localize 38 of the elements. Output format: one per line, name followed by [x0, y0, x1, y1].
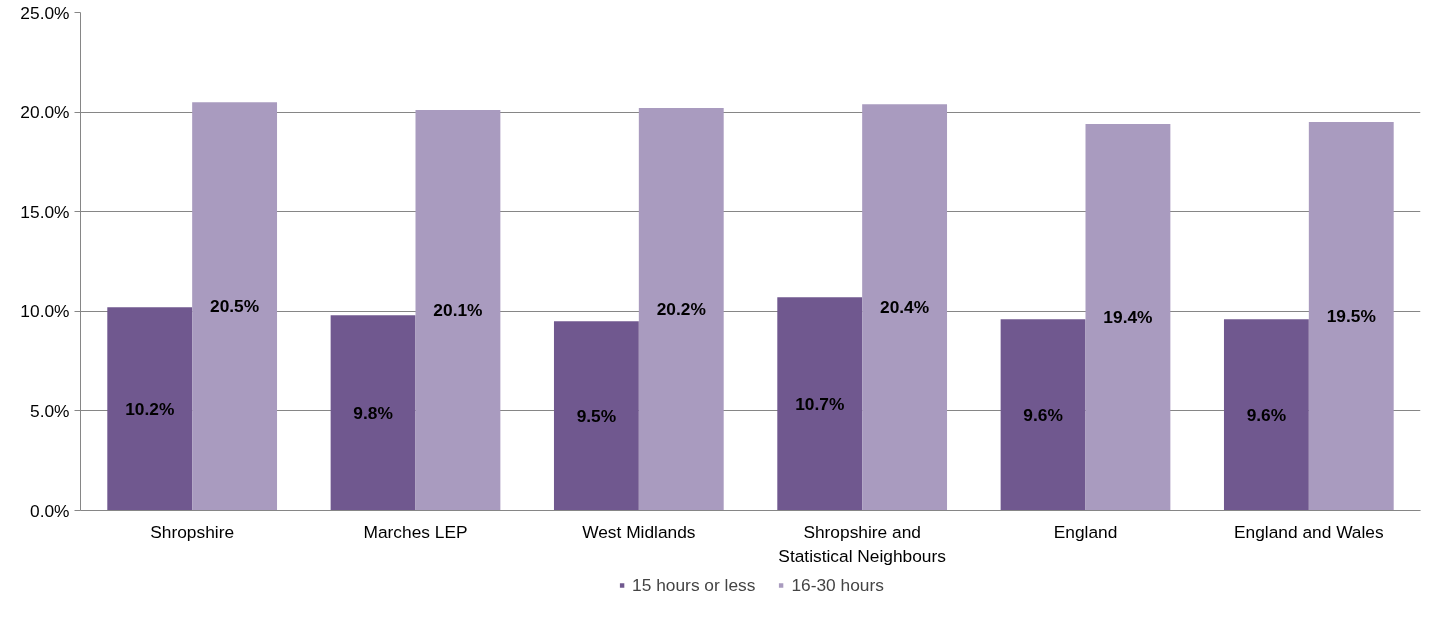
bar — [638, 108, 724, 511]
bar — [1085, 124, 1171, 511]
y-tick-label: 5.0% — [30, 400, 70, 421]
x-tick-label: Shropshire — [150, 521, 235, 542]
bar — [1223, 319, 1309, 511]
data-label: 20.5% — [210, 296, 260, 317]
legend-label: 16-30 hours — [791, 574, 884, 596]
bar — [1308, 122, 1394, 511]
x-tick-label: Marches LEP — [363, 521, 468, 542]
x-tick-label: England and Wales — [1234, 521, 1384, 542]
data-label: 20.4% — [880, 297, 930, 318]
data-label: 19.5% — [1326, 306, 1376, 327]
y-tick-label: 10.0% — [20, 301, 70, 322]
data-label: 9.6% — [1246, 404, 1287, 425]
data-label: 10.7% — [795, 393, 845, 414]
data-label: 10.2% — [125, 398, 175, 419]
y-tick-label: 0.0% — [30, 500, 70, 521]
data-label: 9.6% — [1023, 404, 1063, 425]
y-tick-label: 20.0% — [20, 102, 70, 123]
x-tick-label: West Midlands — [582, 521, 696, 542]
legend-label: 15 hours or less — [632, 574, 756, 596]
x-tick-label: England — [1053, 521, 1118, 542]
data-label: 20.1% — [433, 300, 483, 321]
y-tick-label: 25.0% — [20, 2, 70, 23]
data-label: 20.2% — [656, 299, 706, 320]
bar — [1000, 319, 1086, 511]
bar — [777, 297, 863, 511]
data-label: 9.8% — [353, 402, 393, 423]
bar — [415, 110, 501, 511]
bar — [192, 102, 278, 511]
data-label: 19.4% — [1103, 307, 1153, 328]
y-tick-label: 15.0% — [20, 201, 70, 222]
bar — [330, 315, 416, 511]
bar — [107, 307, 193, 511]
bar — [862, 104, 948, 511]
bar — [553, 321, 639, 511]
data-label: 9.5% — [576, 405, 617, 426]
x-tick-label: Shropshire and Statistical Neighbours — [778, 521, 947, 566]
